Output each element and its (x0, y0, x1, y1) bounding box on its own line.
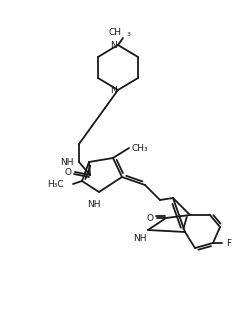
Text: NH: NH (87, 200, 101, 209)
Text: O: O (147, 214, 154, 222)
Text: N: N (110, 40, 116, 49)
Text: CH: CH (108, 28, 121, 36)
Text: 3: 3 (127, 32, 131, 36)
Text: F: F (226, 239, 231, 248)
Text: O: O (64, 167, 72, 176)
Text: N: N (110, 86, 116, 95)
Text: NH: NH (133, 234, 147, 243)
Text: NH: NH (61, 158, 74, 167)
Text: H₃C: H₃C (47, 180, 64, 188)
Text: CH₃: CH₃ (131, 143, 148, 153)
